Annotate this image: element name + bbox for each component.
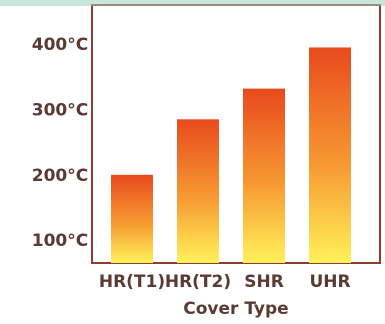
y-tick-label: 200°C	[32, 166, 88, 186]
x-tick-label: HR(T1)	[99, 272, 165, 292]
bar-3	[243, 88, 285, 263]
bar-1	[111, 174, 153, 263]
bar-2	[177, 119, 219, 263]
x-tick-label: HR(T2)	[165, 272, 231, 292]
y-tick-label: 300°C	[32, 101, 88, 121]
x-axis-ticks: HR(T1) HR(T2) SHR UHR	[99, 272, 351, 292]
bars-layer	[111, 47, 351, 264]
y-tick-label: 400°C	[32, 35, 88, 55]
x-tick-label: UHR	[309, 272, 350, 292]
y-axis-ticks: 100°C 200°C 300°C 400°C	[32, 35, 88, 251]
x-tick-label: SHR	[244, 272, 284, 292]
bar-4	[309, 47, 351, 264]
top-decorative-strip	[0, 0, 385, 6]
y-tick-label: 100°C	[32, 231, 88, 251]
x-axis-label: Cover Type	[183, 299, 288, 319]
